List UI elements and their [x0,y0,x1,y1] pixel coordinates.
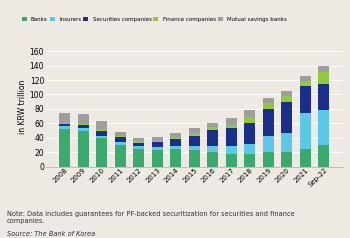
Bar [170,149,181,167]
Bar [189,128,200,134]
Bar [96,121,107,129]
Bar [226,125,237,128]
Bar [114,136,126,137]
Bar [318,66,329,72]
Bar [133,139,144,141]
Bar [59,126,70,129]
Bar [318,84,329,110]
Bar [300,76,311,81]
Bar [281,152,293,167]
Bar [207,130,218,146]
Bar [189,136,200,146]
Bar [226,146,237,154]
Bar [78,130,89,167]
Bar [226,154,237,167]
Bar [96,138,107,167]
Bar [114,145,126,167]
Bar [59,129,70,167]
Bar [244,144,256,154]
Bar [281,133,293,152]
Bar [78,125,89,128]
Bar [318,145,329,167]
Bar [318,110,329,145]
Bar [114,132,126,136]
Bar [170,146,181,149]
Bar [189,150,200,167]
Bar [133,149,144,167]
Bar [78,124,89,125]
Bar [152,141,163,142]
Bar [226,118,237,125]
Bar [244,110,256,117]
Legend: Banks, Insurers, Securities companies, Finance companies, Mutual savings banks: Banks, Insurers, Securities companies, F… [21,17,287,22]
Bar [59,113,70,123]
Bar [78,114,89,124]
Bar [96,136,107,138]
Bar [170,139,181,146]
Bar [263,136,274,152]
Bar [152,137,163,141]
Bar [170,134,181,137]
Bar [189,134,200,136]
Bar [59,124,70,126]
Y-axis label: in KRW trillion: in KRW trillion [18,80,27,134]
Bar [300,86,311,113]
Bar [114,137,126,142]
Text: Source: The Bank of Korea: Source: The Bank of Korea [7,231,95,237]
Bar [300,149,311,167]
Bar [170,137,181,139]
Bar [133,141,144,143]
Bar [263,103,274,109]
Bar [133,146,144,149]
Bar [78,128,89,130]
Bar [226,128,237,146]
Bar [300,113,311,149]
Bar [133,143,144,146]
Bar [59,123,70,124]
Bar [281,96,293,102]
Bar [207,127,218,130]
Bar [281,102,293,133]
Bar [244,154,256,167]
Bar [114,142,126,145]
Bar [189,146,200,150]
Bar [152,150,163,167]
Bar [207,152,218,167]
Bar [96,131,107,136]
Bar [263,98,274,103]
Bar [318,72,329,84]
Bar [207,123,218,127]
Bar [152,142,163,147]
Text: Note: Data includes guarantees for PF-backed securitization for securities and f: Note: Data includes guarantees for PF-ba… [7,211,295,224]
Bar [281,91,293,96]
Bar [263,152,274,167]
Bar [263,109,274,136]
Bar [152,147,163,150]
Bar [300,81,311,86]
Bar [244,123,256,144]
Bar [207,146,218,152]
Bar [96,129,107,131]
Bar [244,117,256,123]
